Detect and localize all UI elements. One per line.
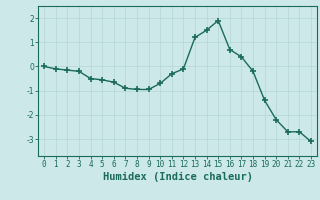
X-axis label: Humidex (Indice chaleur): Humidex (Indice chaleur) [103,172,252,182]
